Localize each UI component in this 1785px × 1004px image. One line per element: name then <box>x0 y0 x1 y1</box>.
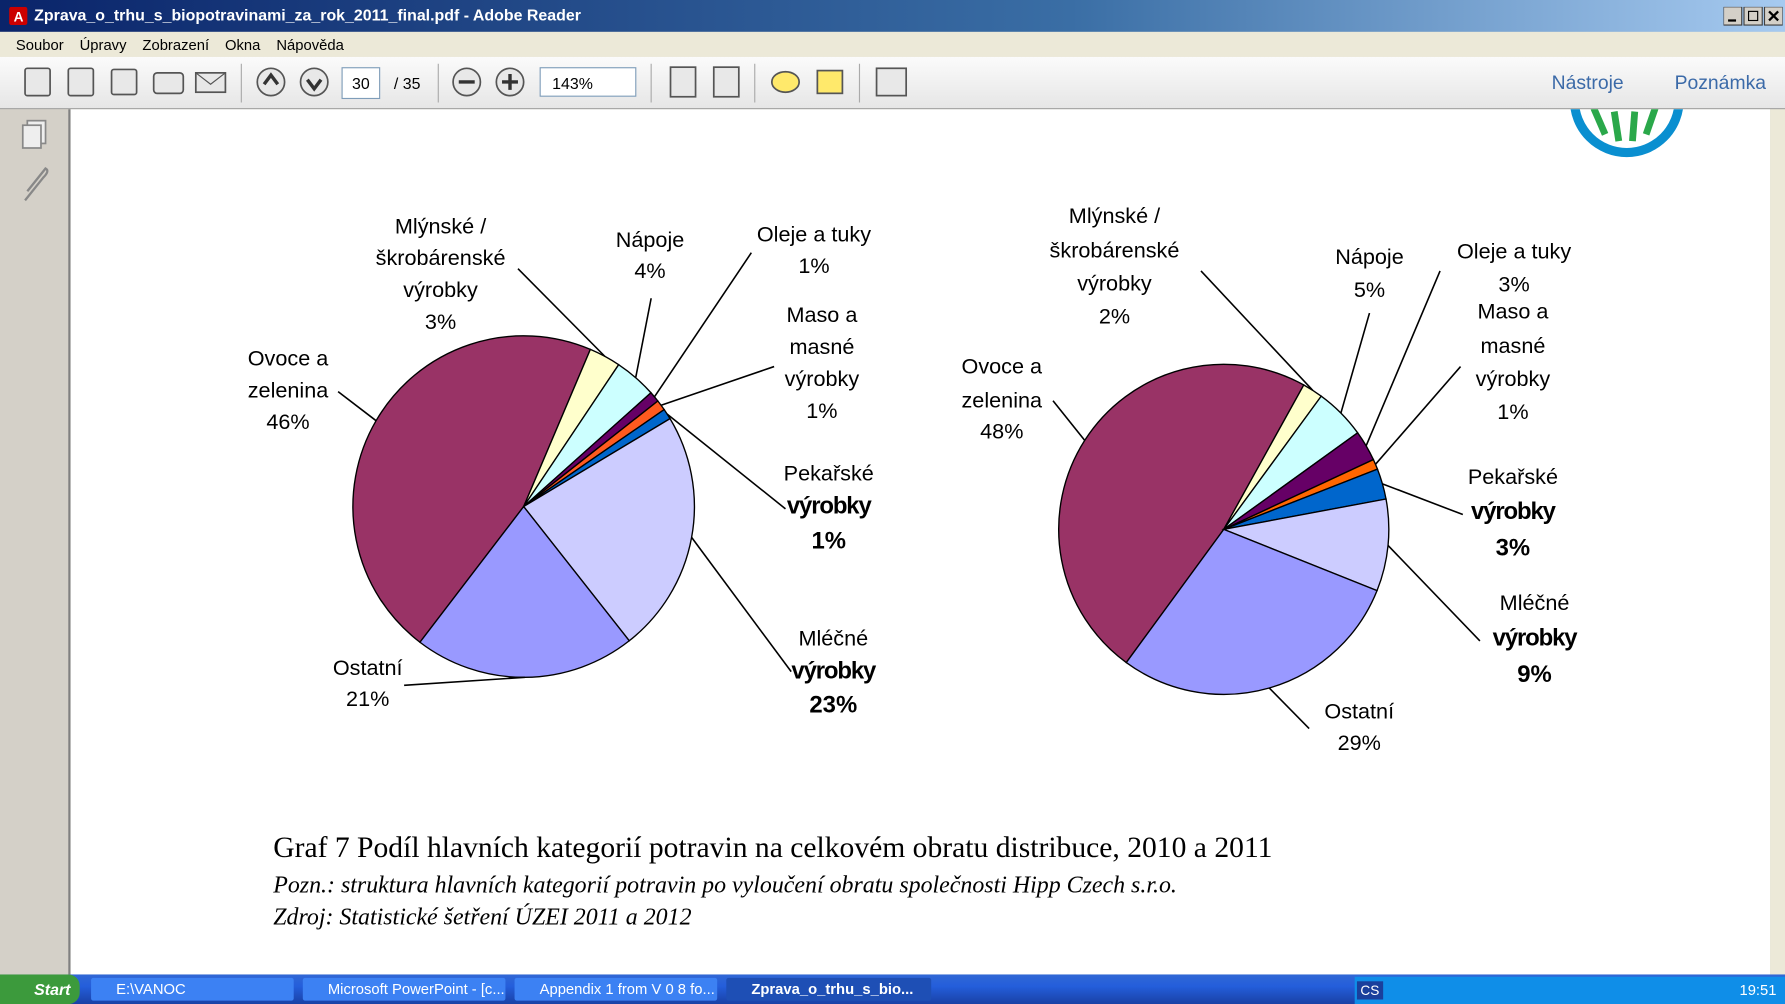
language-indicator[interactable]: CS <box>1356 981 1383 1000</box>
window-title: Zprava_o_trhu_s_biopotravinami_za_rok_20… <box>34 5 581 24</box>
leader-line <box>1200 270 1314 391</box>
logo <box>1570 109 1683 158</box>
toolbar-icons[interactable] <box>0 57 933 108</box>
leader-line <box>517 268 606 357</box>
leader-line <box>404 676 525 687</box>
page-input[interactable]: 30 <box>341 67 381 100</box>
window-controls[interactable] <box>1723 6 1783 27</box>
slice-value-label: 3% <box>1498 273 1530 298</box>
slice-value-label: 29% <box>1337 731 1381 756</box>
leader-line <box>1387 544 1481 642</box>
taskbar-item[interactable]: Microsoft PowerPoint - [c... <box>302 977 506 1001</box>
pie-slice <box>1125 528 1378 696</box>
slice-value-label: 1% <box>806 399 838 424</box>
app-icon: A <box>9 6 28 26</box>
slice-value-label: 9% <box>1517 661 1552 688</box>
leader-line <box>660 365 775 407</box>
slice-label: Mléčné výrobky <box>1492 592 1578 651</box>
leader-line <box>1374 366 1462 465</box>
slice-value-label: 3% <box>424 310 457 335</box>
slice-value-label: 2% <box>1098 305 1131 329</box>
caption-source: Zdroj: Statistické šetření ÚZEI 2011 a 2… <box>273 902 692 931</box>
slice-label: Pekařské výrobky <box>1467 465 1559 525</box>
leader-line <box>1340 312 1371 414</box>
pie-slice <box>1058 363 1305 664</box>
caption-title: Graf 7 Podíl hlavních kategorií potravin… <box>273 831 1273 865</box>
svg-text:A: A <box>14 10 24 25</box>
leader-line <box>1382 483 1464 516</box>
tools-button[interactable]: Nástroje <box>1551 71 1624 94</box>
taskbar-item[interactable]: Appendix 1 from V 0 8 fo... <box>514 977 718 1001</box>
slice-value-label: 48% <box>980 420 1024 444</box>
document-page <box>70 109 1771 975</box>
slice-label: Maso a masné výrobky <box>1475 300 1551 392</box>
slice-value-label: 21% <box>346 687 390 712</box>
menu-item[interactable]: Zobrazení <box>142 36 210 54</box>
sidebar <box>0 109 71 975</box>
slice-value-label: 4% <box>634 259 666 284</box>
slice-label: Maso a masné výrobky <box>784 303 860 392</box>
slice-label: Pekařské výrobky <box>783 462 875 520</box>
scrollbar[interactable] <box>1770 109 1785 975</box>
pie-slice <box>1221 498 1390 592</box>
zoom-input[interactable]: 143% <box>539 67 637 97</box>
leader-line <box>337 390 377 422</box>
slice-label: Mlýnské / škrobárenské výrobky <box>375 215 506 303</box>
leader-line <box>666 413 786 510</box>
start-button[interactable]: Start <box>0 974 80 1004</box>
pie-slice <box>352 335 592 644</box>
slice-label: Ostatní <box>1324 700 1395 725</box>
leader-line <box>1268 687 1310 730</box>
pie-slice <box>418 505 631 678</box>
sidebar-icons[interactable] <box>0 109 68 223</box>
taskbar-item-active[interactable]: Zprava_o_trhu_s_bio... <box>726 977 932 1001</box>
slice-value-label: 1% <box>811 528 847 555</box>
slice-label: Oleje a tuky <box>1456 240 1572 265</box>
leader-line <box>1365 270 1441 447</box>
slice-value-label: 1% <box>798 254 830 279</box>
page-count: / 35 <box>393 73 421 93</box>
slice-label: Nápoje <box>615 228 685 253</box>
leader-line <box>1052 400 1086 441</box>
slice-value-label: 1% <box>1497 400 1529 425</box>
slice-value-label: 3% <box>1495 535 1531 562</box>
menu-item[interactable]: Okna <box>225 36 261 54</box>
leader-line <box>653 252 752 398</box>
caption-note: Pozn.: struktura hlavních kategorií potr… <box>273 870 1177 899</box>
taskbar-item[interactable]: E:\VANOC <box>91 977 294 1001</box>
menu-item[interactable]: Nápověda <box>276 36 344 54</box>
leader-line <box>690 536 792 673</box>
pie-slice <box>522 417 696 642</box>
system-tray <box>1354 976 1785 1004</box>
slice-value-label: 5% <box>1353 278 1386 303</box>
slice-label: Ovoce a zelenina <box>247 347 329 403</box>
menu-item[interactable]: Úpravy <box>79 36 127 54</box>
slice-label: Mlýnské / škrobárenské výrobky <box>1049 205 1180 297</box>
slice-label: Ostatní <box>332 656 403 681</box>
leader-line <box>634 298 652 378</box>
title-bar <box>0 0 1785 32</box>
slice-label: Oleje a tuky <box>756 223 872 248</box>
menu-item[interactable]: Soubor <box>15 36 64 54</box>
slice-value-label: 46% <box>266 410 310 435</box>
slice-label: Mléčné výrobky <box>791 627 876 685</box>
clock: 19:51 <box>1739 981 1777 999</box>
slice-value-label: 23% <box>809 692 858 719</box>
comment-button[interactable]: Poznámka <box>1674 71 1767 94</box>
slice-label: Ovoce a zelenina <box>961 355 1043 413</box>
slice-label: Nápoje <box>1335 246 1404 271</box>
menu-bar <box>0 31 1785 57</box>
